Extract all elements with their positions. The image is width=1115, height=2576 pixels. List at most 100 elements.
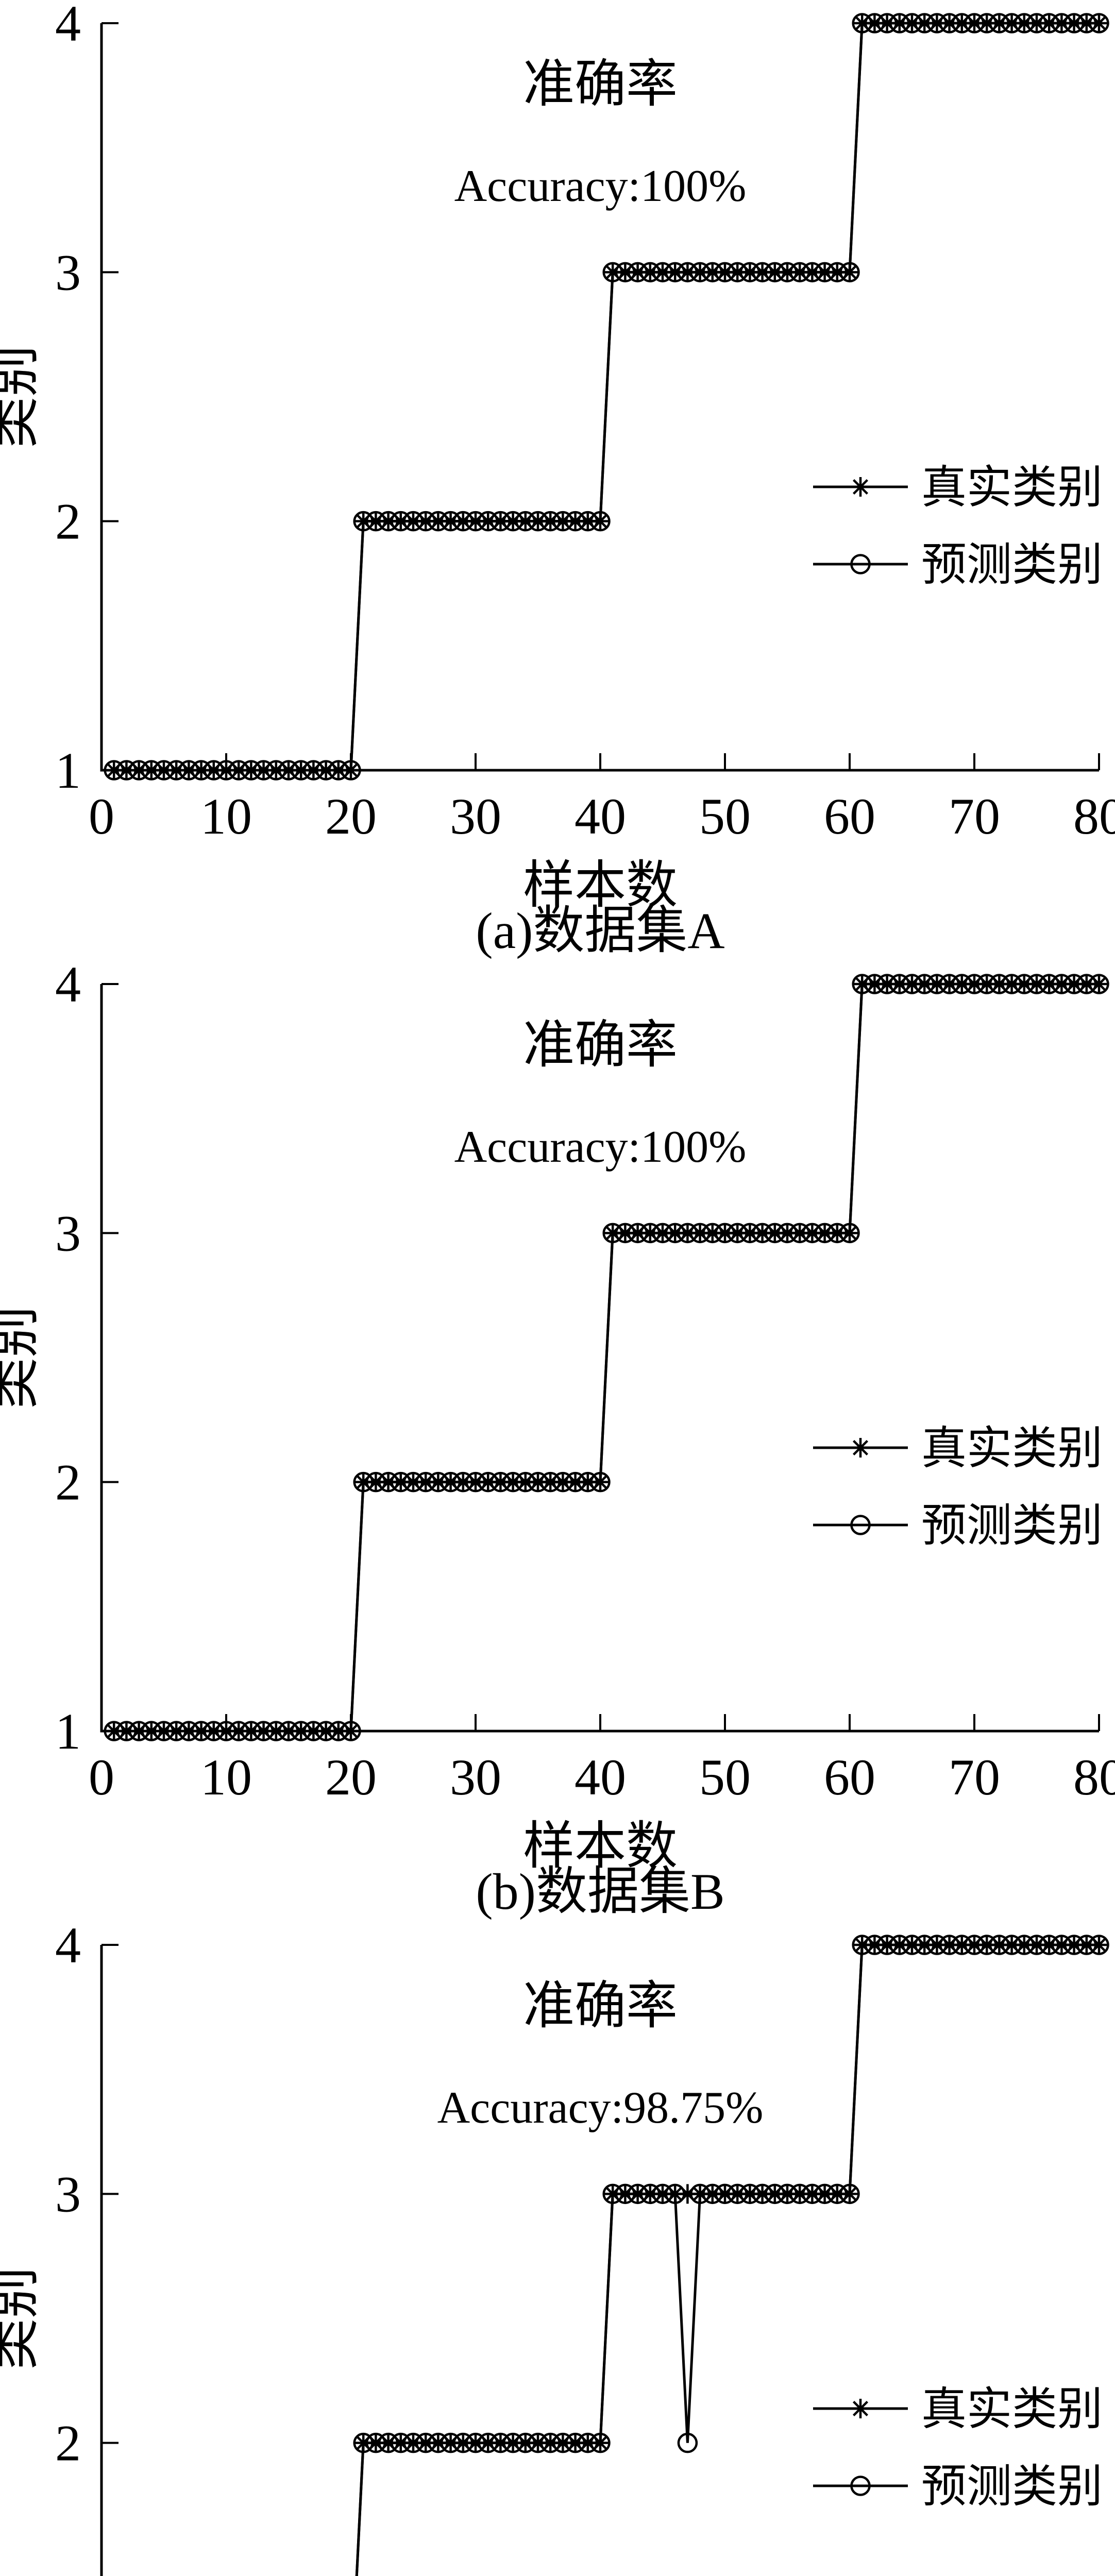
circle-marker [403,511,424,532]
circle-marker [565,1471,586,1493]
legend-label: 预测类别 [921,2462,1103,2512]
circle-marker [415,1471,436,1493]
circle-marker [1063,974,1085,994]
chart-b-title: 准确率 [523,1016,678,1074]
circle-marker [1063,13,1085,33]
circle-marker [752,262,773,283]
circle-marker [490,1471,511,1493]
circle-marker [1039,974,1059,994]
circle-marker [116,760,137,781]
circle-marker [365,2432,386,2453]
circle-marker [827,2183,848,2205]
asterisk-marker-icon [851,477,870,497]
circle-marker [715,2183,735,2205]
circle-marker [1051,974,1072,994]
circle-marker [154,760,174,781]
circle-marker [976,974,997,994]
chart-b-series-circle [104,974,1109,1741]
circle-marker [204,760,224,781]
circle-marker [590,511,611,532]
circle-marker [789,1223,810,1244]
chart-c-series-circle [353,1935,1109,2576]
circle-marker [128,760,149,781]
circle-marker [116,1721,137,1741]
circle-marker [889,13,910,33]
circle-marker [391,2432,411,2453]
x-tick-label: 50 [699,788,751,845]
circle-marker [640,2183,661,2205]
legend-label: 真实类别 [921,2385,1103,2435]
circle-marker [615,262,636,283]
circle-marker [989,13,1010,33]
circle-marker [528,1471,548,1493]
chart-b-xlabel: 样本数 [523,1818,678,1875]
circle-marker [640,1223,661,1244]
circle-marker [802,2183,823,2205]
circle-marker [353,1471,374,1493]
circle-marker [952,974,972,994]
y-tick-label: 1 [55,742,81,799]
x-tick-label: 20 [325,1749,377,1806]
x-tick-label: 50 [699,1749,751,1806]
circle-marker [502,1471,523,1493]
circle-marker [166,1721,187,1741]
circle-marker [1089,1935,1109,1955]
circle-marker [391,1471,411,1493]
circle-marker [378,2432,399,2453]
circle-marker [415,2432,436,2453]
circle-marker [341,760,361,781]
circle-marker [253,1721,274,1741]
chart-panel-dataset-a: 0 10 20 30 40 50 60 70 80 1 2 3 4 准确率 Accuracy:100% 样本数… [0,0,1115,961]
circle-marker [104,1721,124,1741]
circle-marker [478,511,498,532]
circle-marker [378,511,399,532]
legend-label: 预测类别 [921,1501,1103,1551]
circle-marker [926,974,948,994]
circle-marker [291,760,311,781]
circle-marker [465,1471,486,1493]
x-tick-label: 60 [824,788,875,845]
x-tick-label: 20 [325,788,377,845]
circle-marker [315,1721,336,1741]
circle-marker [727,2183,748,2205]
circle-marker [814,2183,835,2205]
circle-marker [602,1223,623,1244]
circle-marker [715,262,735,283]
circle-marker [902,13,922,33]
circle-marker-icon [850,2476,871,2496]
circle-marker [266,1721,286,1741]
circle-marker [128,1721,149,1741]
circle-marker [677,2432,698,2453]
x-tick-label: 10 [200,1749,252,1806]
circle-marker [602,2183,623,2205]
circle-marker [702,262,723,283]
x-tick-label: 0 [89,788,114,845]
circle-marker [852,974,872,994]
circle-marker [926,1935,948,1955]
circle-marker [415,511,436,532]
circle-marker [578,511,598,532]
circle-marker [939,974,960,994]
circle-marker [1014,1935,1035,1955]
y-tick-label: 4 [55,961,81,1013]
circle-marker [403,2432,424,2453]
chart-a-axis-spines [100,23,1099,772]
circle-marker [328,760,349,781]
chart-a-accuracy-label: Accuracy:100% [454,161,747,211]
circle-marker [291,1721,311,1741]
circle-marker [540,511,561,532]
x-tick-label: 60 [824,1749,875,1806]
x-tick-label: 80 [1073,788,1115,845]
circle-marker [178,760,199,781]
circle-marker [1001,1935,1022,1955]
legend-item-asterisk: 真实类别 [813,1424,1103,1474]
circle-marker [876,974,898,994]
circle-marker [615,1223,636,1244]
circle-marker [677,1223,698,1244]
circle-marker [1076,13,1097,33]
x-tick-label: 40 [575,1749,626,1806]
series-line [114,22,1099,772]
circle-marker [665,1223,685,1244]
x-tick-label: 80 [1073,1749,1115,1806]
circle-marker [989,1935,1010,1955]
